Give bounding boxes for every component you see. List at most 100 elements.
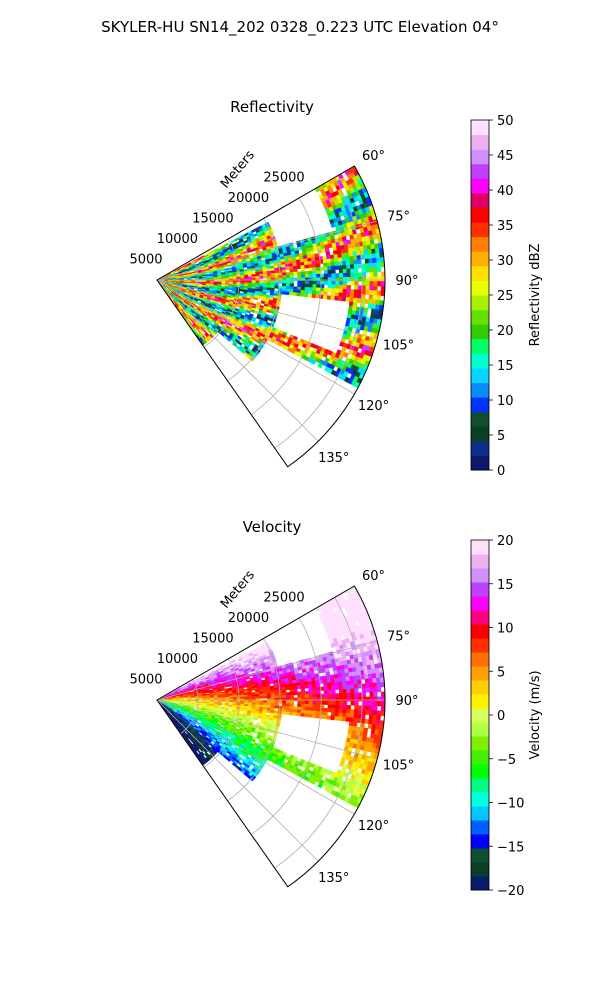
colorbar-segment bbox=[471, 638, 489, 653]
figure-suptitle: SKYLER-HU SN14_202 0328_0.223 UTC Elevat… bbox=[101, 18, 499, 37]
panels-container: 5000 10000 15000 20000 25000 60° 75° 90° 105° 120… bbox=[129, 98, 543, 899]
radial-tick-label: 5000 bbox=[129, 252, 162, 267]
colorbar-segment bbox=[471, 455, 489, 471]
colorbar-tick-label: 5 bbox=[497, 429, 505, 444]
radial-grid-arc bbox=[274, 597, 363, 869]
colorbar-segment bbox=[471, 736, 489, 751]
azimuth-grid-spoke bbox=[156, 699, 319, 862]
colorbar-segment bbox=[471, 750, 489, 765]
colorbar-segment bbox=[471, 222, 489, 238]
colorbar-segment bbox=[471, 367, 489, 383]
azimuth-tick-label: 105° bbox=[383, 339, 414, 354]
radial-axis-label: Meters bbox=[218, 148, 258, 192]
colorbar-tick-label: 35 bbox=[497, 219, 514, 234]
colorbar-segment bbox=[471, 582, 489, 597]
colorbar-segment bbox=[471, 411, 489, 427]
colorbar: 0 5 10 15 20 25 30 35 40 45 50 Reflectivity dBZ bbox=[470, 114, 543, 479]
colorbar-label: Reflectivity dBZ bbox=[528, 244, 543, 347]
azimuth-tick-label: 135° bbox=[318, 871, 349, 886]
sector-outline bbox=[156, 585, 386, 888]
azimuth-tick-label: 120° bbox=[358, 399, 389, 414]
colorbar-segment bbox=[471, 862, 489, 877]
colorbar-tick-label: −15 bbox=[497, 840, 524, 855]
radial-grid-arc bbox=[227, 638, 281, 802]
colorbar-segment bbox=[471, 163, 489, 179]
colorbar-segment bbox=[471, 666, 489, 681]
radar-echo-field bbox=[157, 586, 385, 809]
radial-tick-label: 5000 bbox=[129, 672, 162, 687]
colorbar-segment bbox=[471, 792, 489, 807]
azimuth-grid-spoke bbox=[156, 279, 378, 340]
radial-tick-label: 15000 bbox=[192, 631, 233, 646]
colorbar-segment bbox=[471, 265, 489, 281]
azimuth-grid-spoke bbox=[156, 279, 355, 395]
colorbar-segment bbox=[471, 353, 489, 369]
colorbar-segment bbox=[471, 207, 489, 223]
colorbar-tick-label: −20 bbox=[497, 884, 524, 899]
colorbar-tick-label: 20 bbox=[497, 324, 514, 339]
colorbar-segment bbox=[471, 426, 489, 442]
colorbar-segment bbox=[471, 120, 489, 136]
colorbar-segment bbox=[471, 708, 489, 723]
azimuth-tick-label: 90° bbox=[395, 694, 418, 709]
colorbar-segment bbox=[471, 876, 489, 891]
colorbar-segment bbox=[471, 694, 489, 709]
radial-grid-arc bbox=[203, 238, 240, 348]
colorbar-segment bbox=[471, 397, 489, 413]
azimuth-tick-label: 105° bbox=[383, 759, 414, 774]
colorbar-segment bbox=[471, 652, 489, 667]
radial-tick-label: 25000 bbox=[263, 590, 304, 605]
azimuth-grid-spoke bbox=[156, 220, 378, 281]
colorbar-segment bbox=[471, 834, 489, 849]
colorbar-segment bbox=[471, 134, 489, 150]
colorbar-segment bbox=[471, 280, 489, 296]
colorbar-segment bbox=[471, 192, 489, 208]
colorbar-segment bbox=[471, 848, 489, 863]
colorbar-segment bbox=[471, 251, 489, 267]
azimuth-grid-spoke bbox=[156, 699, 355, 815]
colorbar-tick-label: 15 bbox=[497, 578, 514, 593]
colorbar-tick-label: 45 bbox=[497, 149, 514, 164]
colorbar-tick-label: −5 bbox=[497, 753, 516, 768]
radial-grid-arc bbox=[250, 617, 322, 835]
colorbar: −20 −15 −10 −5 0 5 10 15 20 Velocity (m/s) bbox=[470, 534, 543, 899]
radial-tick-label: 20000 bbox=[228, 611, 269, 626]
radial-tick-label: 20000 bbox=[228, 191, 269, 206]
colorbar-segment bbox=[471, 596, 489, 611]
colorbar-segment bbox=[471, 324, 489, 340]
colorbar-tick-label: 50 bbox=[497, 114, 514, 129]
colorbar-segment bbox=[471, 820, 489, 835]
colorbar-segment bbox=[471, 149, 489, 165]
colorbar-segment bbox=[471, 236, 489, 252]
colorbar-segment bbox=[471, 680, 489, 695]
azimuth-tick-label: 120° bbox=[358, 819, 389, 834]
radial-tick-label: 10000 bbox=[157, 232, 198, 247]
colorbar-segment bbox=[471, 806, 489, 821]
colorbar-segment bbox=[471, 554, 489, 569]
colorbar-tick-label: 10 bbox=[497, 394, 514, 409]
colorbar-tick-label: 0 bbox=[497, 709, 505, 724]
colorbar-segment bbox=[471, 610, 489, 625]
panel-title: Velocity bbox=[243, 518, 302, 536]
panel-reflectivity: 5000 10000 15000 20000 25000 60° 75° 90° 105° 120… bbox=[129, 98, 543, 479]
radial-grid-arc bbox=[250, 197, 322, 415]
colorbar-tick-label: −10 bbox=[497, 797, 524, 812]
colorbar-segment bbox=[471, 295, 489, 311]
colorbar-segment bbox=[471, 722, 489, 737]
colorbar-segment bbox=[471, 568, 489, 583]
azimuth-tick-label: 90° bbox=[395, 274, 418, 289]
radial-grid-arc bbox=[227, 218, 281, 382]
azimuth-tick-label: 75° bbox=[387, 209, 410, 224]
panel-velocity: 5000 10000 15000 20000 25000 60° 75° 90° 105° 120… bbox=[129, 518, 543, 899]
azimuth-tick-label: 60° bbox=[362, 149, 385, 164]
radial-tick-label: 10000 bbox=[157, 652, 198, 667]
panel-title: Reflectivity bbox=[230, 98, 314, 116]
colorbar-tick-label: 30 bbox=[497, 254, 514, 269]
azimuth-grid-spoke bbox=[156, 279, 319, 442]
colorbar-tick-label: 10 bbox=[497, 622, 514, 637]
colorbar-tick-label: 20 bbox=[497, 534, 514, 549]
colorbar-tick-label: 25 bbox=[497, 289, 514, 304]
colorbar-tick-label: 15 bbox=[497, 359, 514, 374]
azimuth-grid-spoke bbox=[156, 699, 378, 760]
